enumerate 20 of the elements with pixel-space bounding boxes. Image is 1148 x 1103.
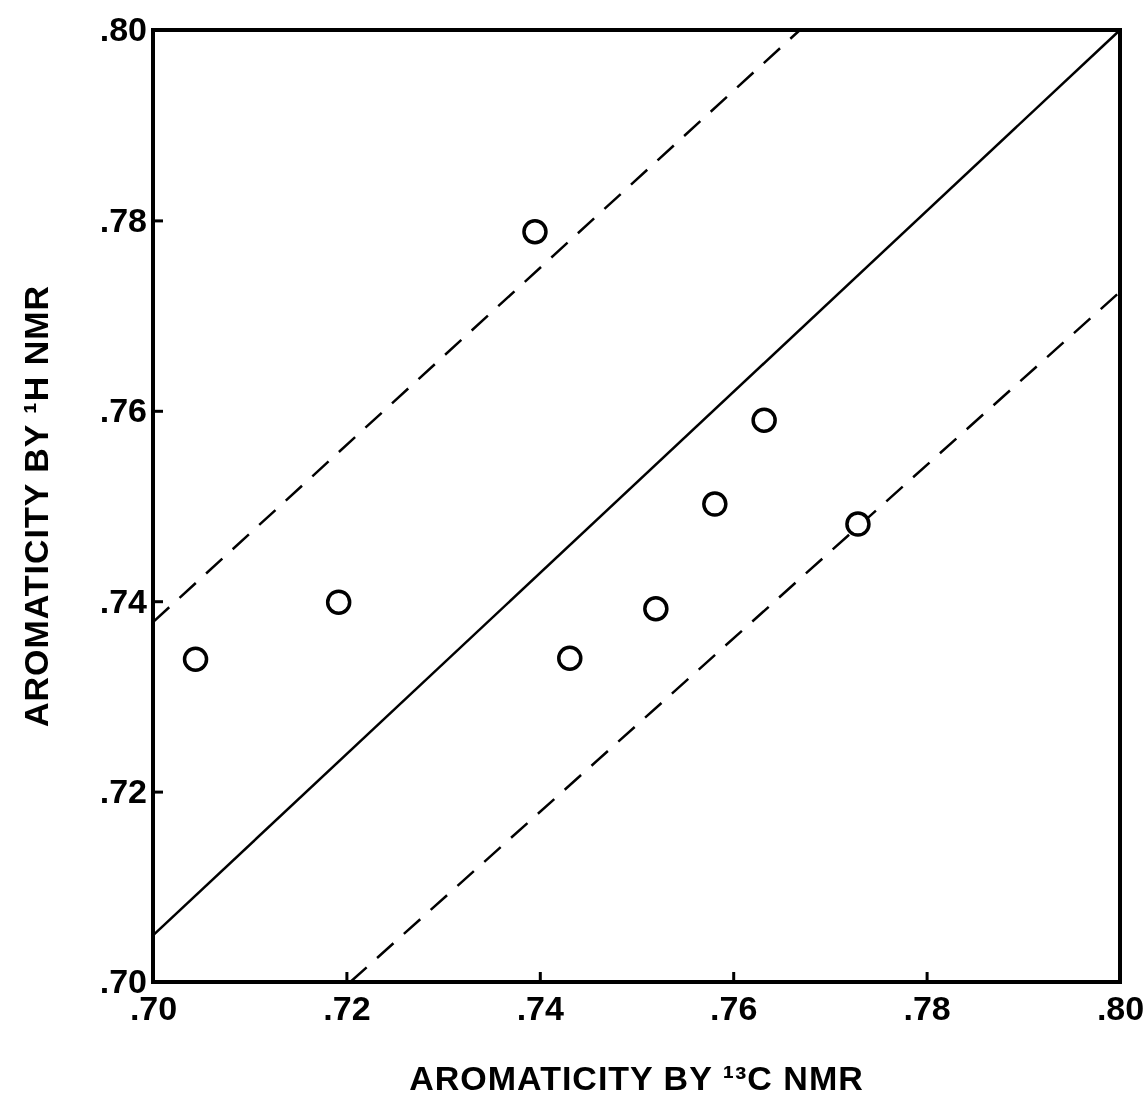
point: [702, 491, 728, 517]
y-tick-label: .78: [99, 200, 147, 239]
point: [751, 407, 777, 434]
x-tick-label: .80: [1096, 989, 1145, 1028]
point: [643, 596, 669, 622]
y-tick-label: .80: [99, 10, 147, 49]
x-tick-label: .72: [323, 989, 371, 1028]
point: [522, 219, 548, 245]
y-tick-label: .72: [99, 771, 147, 810]
x-tick-label: .74: [516, 989, 565, 1028]
x-tick-label: .76: [710, 989, 758, 1028]
y-tick-label: .74: [99, 581, 148, 620]
y-axis-title: AROMATICITY BY ¹H NMR: [17, 284, 55, 728]
point: [845, 511, 871, 537]
point: [325, 589, 352, 615]
x-axis-title: AROMATICITY BY ¹³C NMR: [409, 1059, 864, 1097]
x-tick-label: .78: [903, 989, 951, 1028]
y-tick-label: .76: [99, 391, 147, 430]
point: [182, 646, 209, 672]
point: [557, 645, 583, 672]
